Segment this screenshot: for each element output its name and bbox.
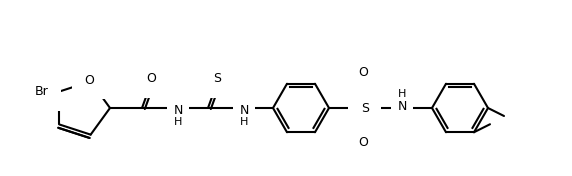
Text: S: S — [361, 102, 369, 115]
Text: N: N — [173, 103, 182, 117]
Text: Br: Br — [34, 85, 48, 98]
Text: O: O — [358, 137, 368, 149]
Text: H: H — [398, 89, 406, 99]
Text: N: N — [398, 99, 407, 112]
Text: H: H — [174, 117, 182, 127]
Text: H: H — [240, 117, 248, 127]
Text: O: O — [146, 73, 156, 86]
Text: S: S — [213, 73, 221, 86]
Text: O: O — [85, 74, 94, 87]
Text: O: O — [358, 67, 368, 80]
Text: N: N — [239, 103, 249, 117]
